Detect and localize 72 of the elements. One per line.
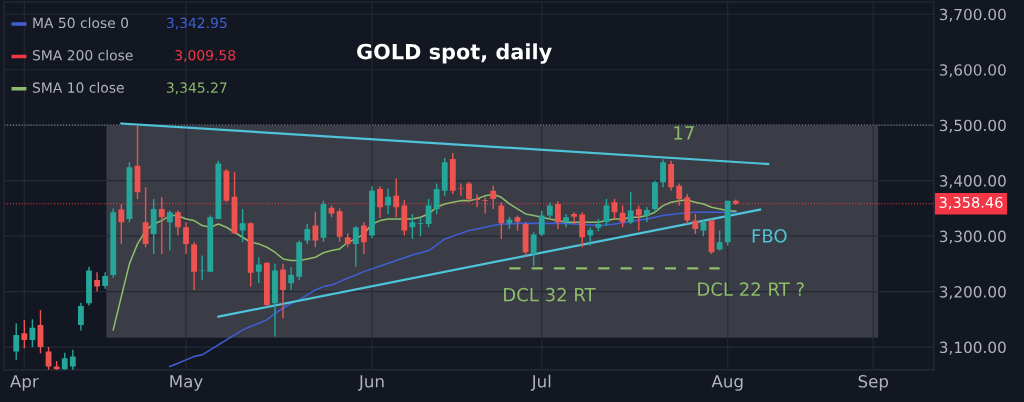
x-tick-label: Sep	[858, 375, 889, 391]
candlestick	[668, 159, 675, 192]
candlestick	[619, 204, 626, 228]
y-tick-label: 3,500.00	[939, 119, 1006, 133]
candlestick	[482, 196, 489, 215]
candlestick	[579, 211, 586, 248]
candlestick	[627, 191, 634, 225]
candlestick	[360, 221, 367, 255]
x-tick-label: Jun	[358, 375, 384, 391]
candlestick	[716, 229, 723, 252]
candlestick	[239, 208, 246, 243]
candlestick	[684, 193, 691, 225]
annotation: 3,345.27	[166, 82, 227, 95]
y-tick-label: 3,300.00	[939, 230, 1006, 244]
candlestick	[571, 211, 578, 225]
x-tick-label: May	[170, 375, 203, 391]
candlestick	[393, 177, 400, 218]
candlestick	[312, 211, 319, 248]
y-tick-label: 3,600.00	[939, 64, 1006, 78]
annotation: FBO	[752, 229, 787, 243]
candlestick	[255, 256, 262, 284]
candlestick	[304, 223, 311, 245]
candlestick	[280, 263, 286, 319]
y-tick-label: 3,100.00	[939, 341, 1006, 355]
legend-label: MA 50 close 0	[33, 17, 129, 29]
annotation: DCL 22 RT ?	[698, 282, 804, 296]
candlestick	[555, 200, 561, 230]
x-tick-label: Jul	[530, 374, 551, 391]
candlestick	[199, 254, 206, 281]
candlestick	[417, 216, 424, 237]
candlestick	[352, 225, 359, 268]
y-tick-label: 3,400.00	[939, 175, 1006, 189]
candlestick	[474, 193, 480, 208]
ref-line-label: 3,358.46	[939, 196, 1003, 210]
candlestick	[660, 158, 666, 189]
candlestick	[29, 318, 36, 348]
candlestick	[458, 182, 464, 197]
candlestick	[77, 302, 84, 332]
candlestick	[13, 322, 20, 361]
candlestick	[385, 187, 392, 215]
text: GOLD spot, daily	[357, 43, 552, 64]
legend-label: SMA 200 close	[32, 49, 133, 61]
candlestick	[530, 231, 537, 267]
annotation: DCL 32 RT	[504, 287, 596, 302]
candlestick	[466, 181, 472, 203]
y-tick-label: 3,700.00	[939, 8, 1006, 22]
candlestick	[538, 209, 545, 237]
candlestick	[498, 201, 505, 240]
x-tick-label: Aug	[711, 375, 743, 391]
candlestick	[118, 203, 125, 245]
candlestick	[587, 226, 594, 247]
candlestick	[433, 182, 440, 215]
candlestick	[409, 213, 416, 240]
candlestick	[490, 184, 497, 210]
annotation: 3,342.95	[166, 17, 227, 30]
candlestick	[288, 266, 295, 291]
candlestick	[676, 182, 683, 207]
annotation: 17	[674, 126, 694, 140]
x-tick-label: Apr	[10, 375, 39, 391]
candlestick	[94, 271, 100, 293]
candlestick	[175, 209, 181, 237]
candlestick	[183, 221, 189, 255]
candlestick	[377, 185, 383, 219]
candlestick	[158, 196, 165, 255]
annotation: 3,009.58	[175, 49, 236, 62]
candlestick	[69, 349, 76, 370]
legend-label: SMA 10 close	[32, 82, 124, 93]
y-tick-label: 3,200.00	[939, 286, 1006, 300]
candlestick	[635, 204, 642, 232]
candlestick	[692, 213, 699, 235]
candlestick	[166, 209, 173, 252]
candlestick	[21, 319, 28, 349]
